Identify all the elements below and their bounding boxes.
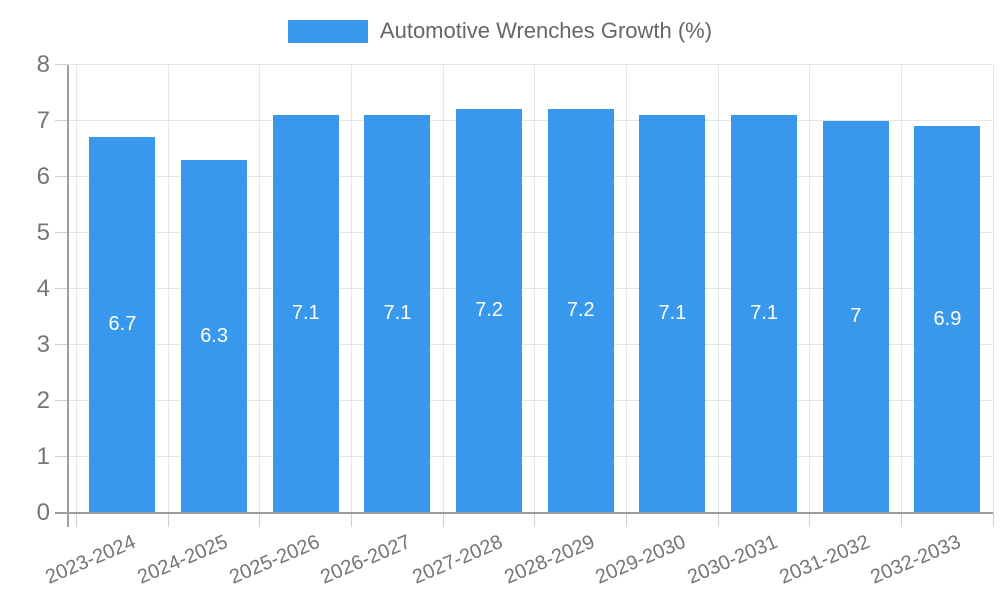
- gridline-vertical: [259, 64, 261, 513]
- gridline-vertical: [901, 64, 903, 513]
- gridline-vertical: [626, 64, 628, 513]
- y-axis-tick: [55, 120, 68, 121]
- y-axis-tick: [55, 64, 68, 65]
- bar-value-label: 6.9: [933, 307, 962, 330]
- bar[interactable]: 7.2: [547, 109, 614, 513]
- bar[interactable]: 7.1: [639, 114, 706, 513]
- gridline-horizontal: [68, 400, 994, 401]
- legend-label: Automotive Wrenches Growth (%): [379, 18, 713, 43]
- gridline-vertical: [76, 64, 78, 513]
- bar-value-label: 6.3: [200, 324, 228, 347]
- y-axis-tick-label: 0: [36, 498, 50, 526]
- gridline-vertical: [992, 64, 994, 513]
- bar-value-label: 7.1: [383, 302, 412, 325]
- y-axis-tick-label: 4: [36, 274, 50, 302]
- x-axis-tick: [442, 512, 444, 527]
- y-axis-tick-label: 1: [36, 442, 50, 470]
- x-axis-tick: [717, 512, 719, 527]
- gridline-vertical: [167, 64, 169, 513]
- gridline-horizontal: [68, 176, 994, 177]
- y-axis-line: [67, 64, 69, 527]
- gridline-vertical: [351, 64, 353, 513]
- bar-value-label: 7: [850, 305, 862, 327]
- bar-value-label: 7.1: [291, 302, 320, 325]
- y-axis-tick: [55, 232, 68, 233]
- y-axis-tick-label: 2: [36, 386, 50, 414]
- gridline-vertical: [442, 64, 444, 513]
- bar[interactable]: 6.9: [914, 126, 981, 513]
- bar-value-label: 7.1: [658, 302, 687, 325]
- y-axis-tick: [55, 288, 68, 289]
- x-axis-tick: [259, 512, 261, 527]
- bar[interactable]: 7.1: [272, 114, 339, 513]
- gridline-horizontal: [68, 344, 994, 345]
- gridline-vertical: [717, 64, 719, 513]
- y-axis-tick-label: 5: [36, 218, 50, 246]
- legend[interactable]: Automotive Wrenches Growth (%): [0, 18, 1000, 44]
- x-axis-tick: [992, 512, 994, 527]
- gridline-horizontal: [68, 288, 994, 289]
- gridline-horizontal: [68, 64, 994, 65]
- gridline-horizontal: [68, 120, 994, 121]
- bar-value-label: 7.1: [750, 302, 779, 325]
- gridline-vertical: [534, 64, 536, 513]
- y-axis-tick: [55, 176, 68, 177]
- x-axis-tick: [809, 512, 811, 527]
- bar[interactable]: 7: [822, 120, 889, 513]
- bar-value-label: 6.7: [108, 313, 137, 336]
- x-axis-tick: [167, 512, 169, 527]
- y-axis-tick-label: 8: [36, 50, 50, 78]
- gridline-vertical: [809, 64, 811, 513]
- y-axis-tick: [55, 456, 68, 457]
- bar[interactable]: 7.2: [456, 109, 523, 513]
- y-axis-tick-label: 7: [36, 106, 50, 134]
- x-axis-tick: [351, 512, 353, 527]
- x-axis-tick: [76, 512, 78, 527]
- y-axis-tick: [55, 344, 68, 345]
- bar-value-label: 7.2: [566, 299, 595, 322]
- x-axis-tick: [534, 512, 536, 527]
- y-axis-tick-label: 3: [36, 330, 50, 358]
- bar-value-label: 7.2: [475, 299, 504, 322]
- gridline-horizontal: [68, 232, 994, 233]
- y-axis-tick-label: 6: [36, 162, 50, 190]
- gridline-horizontal: [68, 456, 994, 457]
- x-axis-line: [55, 511, 994, 514]
- bar[interactable]: 6.3: [181, 159, 248, 513]
- bar[interactable]: 7.1: [731, 114, 798, 513]
- x-axis-tick: [901, 512, 903, 527]
- y-axis-tick: [55, 400, 68, 401]
- legend-swatch: [287, 19, 368, 43]
- bar[interactable]: 7.1: [364, 114, 431, 513]
- x-axis-tick: [626, 512, 628, 527]
- bar[interactable]: 6.7: [89, 137, 156, 513]
